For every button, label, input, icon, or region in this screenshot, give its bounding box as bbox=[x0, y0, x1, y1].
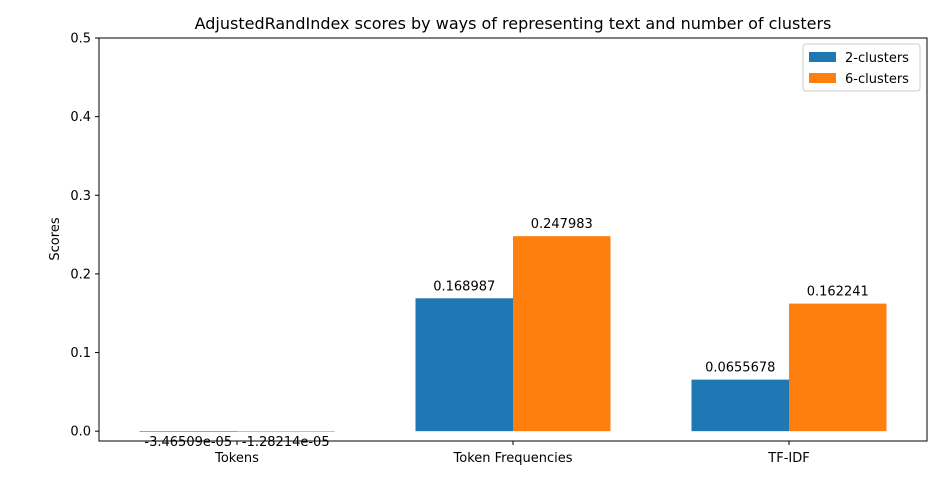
legend-label-2-clusters: 2-clusters bbox=[845, 51, 909, 66]
legend-swatch-2-clusters bbox=[809, 52, 836, 62]
bar-value-label: -1.28214e-05 bbox=[242, 435, 330, 450]
legend-label-6-clusters: 6-clusters bbox=[845, 72, 909, 87]
legend-swatch-6-clusters bbox=[809, 73, 836, 83]
bar-2-clusters-tokens bbox=[139, 431, 237, 432]
y-tick-label: 0.1 bbox=[70, 346, 91, 361]
y-tick-label: 0.0 bbox=[70, 425, 91, 440]
legend: 2-clusters 6-clusters bbox=[802, 43, 921, 92]
x-tick-label: TF-IDF bbox=[767, 451, 809, 466]
y-tick-label: 0.4 bbox=[70, 110, 91, 125]
bar-value-label: -3.46509e-05 bbox=[144, 435, 232, 450]
y-tick-label: 0.5 bbox=[70, 32, 91, 47]
bar-6-clusters-token-frequencies bbox=[513, 236, 611, 432]
bar-value-label: 0.162241 bbox=[807, 285, 869, 300]
plot-area: -3.46509e-05 0.168987 0.0655678 -1.28214e-0… bbox=[70, 32, 928, 466]
bar-value-label: 0.0655678 bbox=[705, 361, 775, 376]
x-tick-label: Tokens bbox=[214, 451, 259, 466]
bar-6-clusters-tokens bbox=[237, 431, 335, 432]
y-tick-label: 0.3 bbox=[70, 189, 91, 204]
x-tick-label: Token Frequencies bbox=[453, 451, 573, 466]
bar-6-clusters-tf-idf bbox=[789, 303, 887, 432]
y-tick-label: 0.2 bbox=[70, 267, 91, 282]
y-axis-label: Scores bbox=[48, 217, 63, 260]
chart-title: AdjustedRandIndex scores by ways of repr… bbox=[195, 14, 832, 33]
bar-2-clusters-tf-idf bbox=[691, 379, 789, 432]
bar-value-label: 0.247983 bbox=[531, 217, 593, 232]
bar-value-label: 0.168987 bbox=[433, 279, 495, 294]
bar-2-clusters-token-frequencies bbox=[415, 298, 513, 432]
